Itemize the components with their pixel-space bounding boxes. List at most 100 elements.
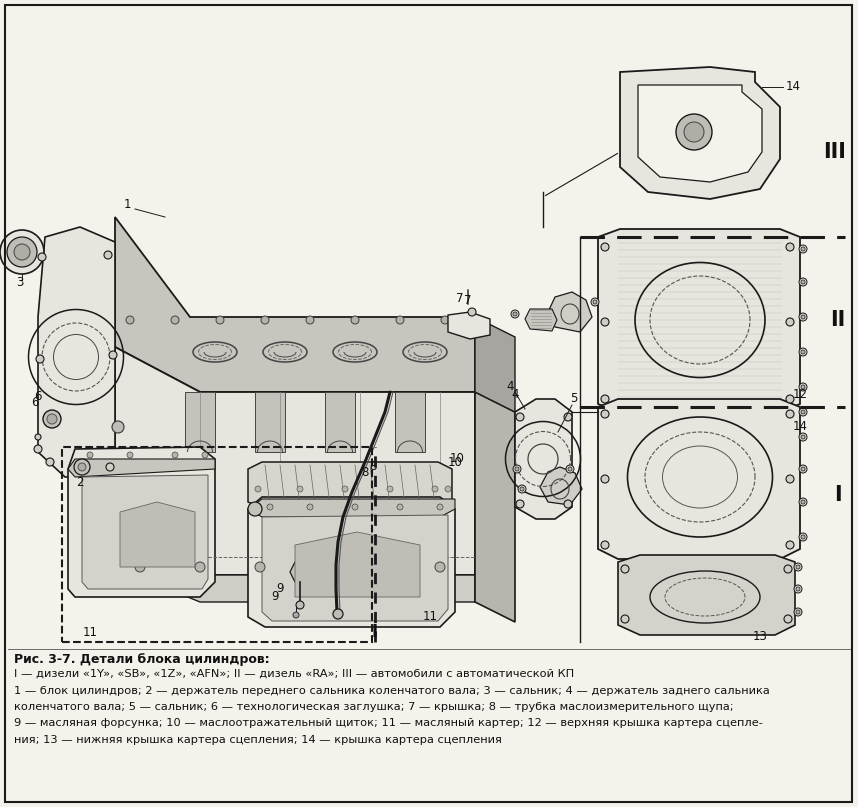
Circle shape: [47, 414, 57, 424]
Circle shape: [267, 504, 273, 510]
Circle shape: [36, 355, 44, 363]
Text: I — дизели «1Y», «SB», «1Z», «AFN»; II — дизель «RA»; III — автомобили с автомат: I — дизели «1Y», «SB», «1Z», «AFN»; II —…: [14, 669, 574, 679]
Text: 2: 2: [76, 475, 84, 488]
Circle shape: [799, 465, 807, 473]
Polygon shape: [618, 555, 795, 635]
Circle shape: [307, 504, 313, 510]
Circle shape: [801, 280, 805, 284]
Circle shape: [441, 316, 449, 324]
Circle shape: [520, 487, 524, 491]
Circle shape: [794, 608, 802, 616]
Text: 6: 6: [31, 395, 39, 408]
Text: 12: 12: [793, 388, 807, 402]
Circle shape: [784, 615, 792, 623]
Circle shape: [801, 410, 805, 414]
Polygon shape: [248, 462, 452, 509]
Circle shape: [387, 486, 393, 492]
Polygon shape: [620, 67, 780, 199]
Circle shape: [261, 316, 269, 324]
Polygon shape: [68, 447, 215, 597]
Text: 10: 10: [450, 453, 464, 466]
Circle shape: [46, 458, 54, 466]
Circle shape: [786, 243, 794, 251]
Circle shape: [601, 475, 609, 483]
Circle shape: [786, 475, 794, 483]
Circle shape: [34, 445, 42, 453]
Circle shape: [601, 541, 609, 549]
Text: 14: 14: [793, 420, 807, 433]
Polygon shape: [295, 532, 420, 597]
Text: II: II: [831, 310, 846, 330]
Circle shape: [296, 601, 304, 609]
Circle shape: [564, 413, 572, 421]
Circle shape: [801, 385, 805, 389]
Polygon shape: [115, 347, 475, 575]
Text: 3: 3: [16, 275, 24, 288]
Circle shape: [248, 502, 262, 516]
Circle shape: [109, 351, 117, 359]
Circle shape: [621, 565, 629, 573]
Circle shape: [293, 612, 299, 618]
Circle shape: [112, 501, 124, 513]
Circle shape: [435, 562, 445, 572]
Circle shape: [255, 486, 261, 492]
Polygon shape: [115, 539, 475, 602]
Polygon shape: [82, 475, 208, 589]
Polygon shape: [255, 392, 285, 452]
Circle shape: [297, 486, 303, 492]
Circle shape: [14, 244, 30, 260]
Circle shape: [74, 459, 90, 475]
Text: 13: 13: [752, 630, 767, 643]
Circle shape: [601, 318, 609, 326]
Text: 6: 6: [34, 391, 42, 404]
Circle shape: [801, 535, 805, 539]
Circle shape: [342, 486, 348, 492]
Circle shape: [786, 318, 794, 326]
Circle shape: [516, 413, 524, 421]
Polygon shape: [325, 392, 355, 452]
Text: 1 — блок цилиндров; 2 — держатель переднего сальника коленчатого вала; 3 — сальн: 1 — блок цилиндров; 2 — держатель передн…: [14, 685, 770, 696]
Text: I: I: [834, 485, 842, 505]
Polygon shape: [475, 392, 515, 622]
Text: 14: 14: [786, 81, 801, 94]
Circle shape: [216, 316, 224, 324]
Text: 8: 8: [361, 466, 369, 479]
Circle shape: [515, 467, 519, 471]
Circle shape: [87, 452, 93, 458]
Circle shape: [38, 253, 46, 261]
Text: коленчатого вала; 5 — сальник; 6 — технологическая заглушка; 7 — крышка; 8 — тру: коленчатого вала; 5 — сальник; 6 — техно…: [14, 702, 734, 712]
Circle shape: [0, 230, 44, 274]
Circle shape: [518, 485, 526, 493]
Circle shape: [445, 486, 451, 492]
Polygon shape: [185, 392, 215, 452]
Text: 9 — масляная форсунка; 10 — маслоотражательный щиток; 11 — масляный картер; 12 —: 9 — масляная форсунка; 10 — маслоотражат…: [14, 718, 763, 729]
Circle shape: [786, 410, 794, 418]
Circle shape: [511, 310, 519, 318]
Circle shape: [801, 435, 805, 439]
Text: 8: 8: [369, 461, 377, 474]
Circle shape: [799, 408, 807, 416]
Text: 1: 1: [124, 199, 130, 211]
Polygon shape: [598, 229, 800, 412]
Circle shape: [513, 312, 517, 316]
Circle shape: [315, 562, 325, 572]
Circle shape: [799, 313, 807, 321]
Text: 11: 11: [422, 611, 438, 624]
Text: Рис. 3-7. Детали блока цилиндров:: Рис. 3-7. Детали блока цилиндров:: [14, 653, 269, 666]
Circle shape: [799, 433, 807, 441]
Circle shape: [799, 348, 807, 356]
Circle shape: [796, 610, 800, 614]
Circle shape: [601, 243, 609, 251]
Circle shape: [112, 461, 124, 473]
Polygon shape: [248, 499, 455, 517]
Circle shape: [794, 563, 802, 571]
Polygon shape: [475, 317, 515, 412]
Circle shape: [593, 300, 597, 304]
Text: ния; 13 — нижняя крышка картера сцепления; 14 — крышка картера сцепления: ния; 13 — нижняя крышка картера сцеплени…: [14, 735, 502, 745]
Polygon shape: [638, 85, 762, 182]
Circle shape: [352, 504, 358, 510]
Text: 5: 5: [571, 392, 577, 405]
Circle shape: [202, 452, 208, 458]
Polygon shape: [395, 392, 425, 452]
Circle shape: [801, 467, 805, 471]
